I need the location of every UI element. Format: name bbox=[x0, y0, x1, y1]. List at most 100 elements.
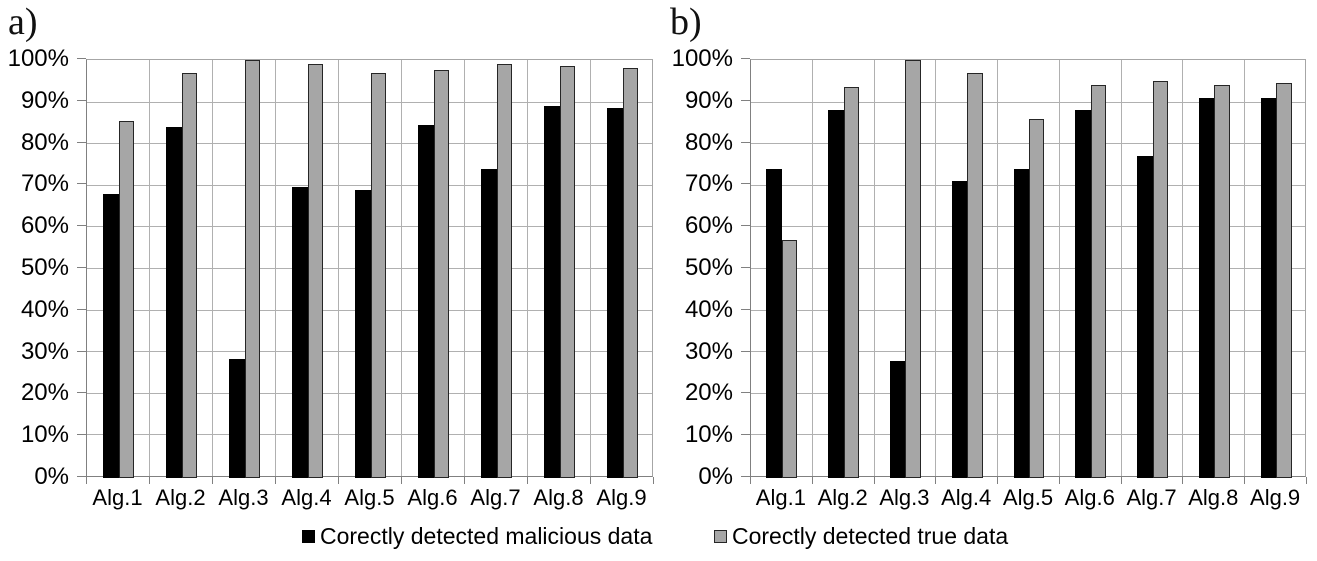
x-axis-tick bbox=[401, 477, 402, 484]
gridline-vertical bbox=[338, 60, 339, 476]
y-axis-tick bbox=[77, 183, 86, 185]
legend-label-true: Corectly detected true data bbox=[732, 523, 1009, 549]
bar-true bbox=[1152, 80, 1168, 478]
bar-true bbox=[905, 60, 921, 478]
y-axis-tick bbox=[77, 308, 86, 310]
x-axis-label: Alg.7 bbox=[1126, 485, 1177, 510]
x-axis-label: Alg.3 bbox=[218, 485, 269, 510]
y-axis-label: 30% bbox=[684, 337, 733, 365]
y-axis-label: 20% bbox=[684, 379, 733, 407]
bar-malicious bbox=[417, 124, 434, 478]
x-axis-tick bbox=[275, 477, 276, 484]
bar-true bbox=[496, 64, 513, 478]
bar-malicious bbox=[291, 187, 308, 478]
bar-true bbox=[843, 87, 860, 478]
x-axis-label: Alg.8 bbox=[533, 485, 584, 510]
y-axis-tick bbox=[77, 58, 86, 59]
x-axis-tick bbox=[527, 477, 528, 484]
y-axis-label: 40% bbox=[684, 295, 733, 323]
y-axis-label: 90% bbox=[684, 86, 733, 114]
gridline-vertical bbox=[1058, 60, 1060, 476]
gridline-vertical bbox=[811, 60, 813, 476]
gridline-vertical bbox=[997, 60, 999, 476]
y-axis-tick bbox=[77, 141, 86, 143]
gridline-vertical bbox=[464, 60, 465, 476]
x-axis-label: Alg.1 bbox=[92, 485, 143, 510]
gridline-vertical bbox=[590, 60, 591, 476]
x-axis-label: Alg.3 bbox=[879, 485, 930, 510]
gridline-vertical bbox=[527, 60, 528, 476]
bar-malicious bbox=[1075, 110, 1091, 478]
bar-true bbox=[181, 72, 198, 478]
panel-a-label: a) bbox=[8, 1, 38, 43]
bar-malicious bbox=[480, 168, 497, 478]
y-axis-label: 50% bbox=[684, 254, 733, 281]
y-axis-tick bbox=[77, 225, 86, 227]
y-axis-label: 100% bbox=[7, 45, 69, 72]
x-axis-label: Alg.9 bbox=[596, 485, 647, 510]
legend-entry-true: Corectly detected true data bbox=[714, 522, 1008, 550]
bar-malicious bbox=[543, 105, 560, 478]
x-axis-tick bbox=[873, 477, 875, 484]
y-axis-label: 80% bbox=[684, 128, 733, 156]
gridline-vertical bbox=[1120, 60, 1122, 476]
bar-true bbox=[433, 70, 450, 478]
x-axis-tick bbox=[1244, 477, 1246, 484]
bar-true bbox=[622, 68, 639, 478]
x-axis-tick bbox=[1182, 477, 1184, 484]
bar-malicious bbox=[606, 108, 623, 478]
bar-malicious bbox=[1137, 156, 1153, 478]
bar-malicious bbox=[766, 168, 782, 478]
x-axis-label: Alg.2 bbox=[155, 485, 206, 510]
y-axis-label: 10% bbox=[20, 421, 69, 449]
legend-label-malicious: Corectly detected malicious data bbox=[320, 523, 653, 549]
y-axis-label: 0% bbox=[698, 463, 733, 490]
gridline-vertical bbox=[873, 60, 875, 476]
y-axis-tick bbox=[741, 225, 750, 227]
y-axis-label: 60% bbox=[684, 212, 733, 240]
plot-area-b bbox=[750, 59, 1306, 478]
bar-true bbox=[1276, 82, 1292, 478]
gridline-vertical bbox=[1244, 60, 1246, 476]
y-axis-tick bbox=[77, 476, 86, 477]
plot-area-a bbox=[86, 59, 653, 478]
x-axis-tick bbox=[212, 477, 213, 484]
bar-malicious bbox=[1260, 97, 1277, 478]
bar-malicious bbox=[951, 181, 968, 478]
x-axis-tick bbox=[811, 477, 813, 484]
x-axis-tick bbox=[1120, 477, 1122, 484]
chart-panel-b: b) 0% 10% 20% 30% 40% 50% 60% 70% 80% 90% 100% Alg.… bbox=[658, 0, 1317, 561]
gridline-horizontal bbox=[87, 184, 652, 186]
legend: Corectly detected malicious data Corectl… bbox=[0, 522, 1317, 552]
x-axis-tick bbox=[590, 477, 591, 484]
x-axis-tick bbox=[149, 477, 150, 484]
y-axis-tick bbox=[77, 350, 86, 352]
gridline-vertical bbox=[275, 60, 276, 476]
bar-true bbox=[967, 72, 983, 478]
gridline-horizontal bbox=[87, 143, 652, 145]
gridline-horizontal bbox=[751, 101, 1305, 103]
gridline-horizontal bbox=[751, 143, 1305, 145]
y-axis-tick bbox=[77, 267, 86, 268]
y-axis-tick bbox=[741, 350, 750, 352]
x-axis-tick bbox=[935, 477, 937, 484]
bar-true bbox=[370, 72, 387, 478]
gridline-vertical bbox=[212, 60, 213, 476]
bar-malicious bbox=[1198, 97, 1215, 478]
x-axis-label: Alg.9 bbox=[1250, 485, 1301, 510]
x-axis-label: Alg.6 bbox=[1064, 485, 1115, 510]
legend-swatch-gray bbox=[714, 529, 727, 543]
y-axis-label: 0% bbox=[34, 463, 69, 490]
x-axis-label: Alg.2 bbox=[817, 485, 868, 510]
bar-true bbox=[118, 120, 135, 478]
gridline-vertical bbox=[1182, 60, 1184, 476]
x-axis-tick bbox=[997, 477, 999, 484]
y-axis-tick bbox=[741, 183, 750, 185]
y-axis-label: 50% bbox=[20, 254, 69, 281]
bar-malicious bbox=[354, 189, 371, 478]
y-axis-label: 10% bbox=[684, 421, 733, 449]
x-axis-label: Alg.5 bbox=[1002, 485, 1054, 510]
x-axis-tick bbox=[464, 477, 465, 484]
x-axis-tick bbox=[338, 477, 339, 484]
x-axis-label: Alg.4 bbox=[281, 485, 332, 510]
